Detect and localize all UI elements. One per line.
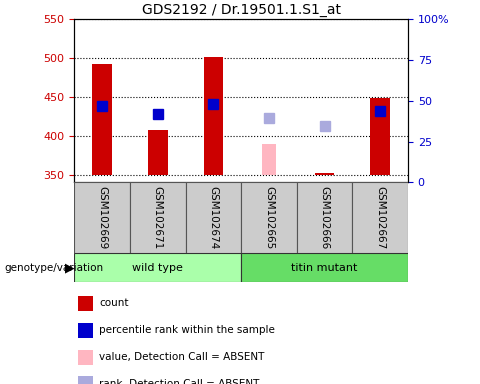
- Bar: [78, 376, 93, 384]
- Text: GSM102665: GSM102665: [264, 186, 274, 250]
- Bar: [78, 296, 93, 311]
- Bar: [78, 323, 93, 338]
- Bar: [371, 98, 390, 175]
- Title: GDS2192 / Dr.19501.1.S1_at: GDS2192 / Dr.19501.1.S1_at: [142, 3, 341, 17]
- Bar: [241, 253, 408, 282]
- Text: GSM102674: GSM102674: [208, 186, 218, 250]
- Text: value, Detection Call = ABSENT: value, Detection Call = ABSENT: [99, 352, 265, 362]
- Text: GSM102669: GSM102669: [97, 186, 107, 250]
- Text: ▶: ▶: [65, 262, 74, 274]
- Bar: [130, 182, 186, 253]
- Bar: [74, 182, 130, 253]
- Bar: [74, 253, 241, 282]
- Bar: [186, 182, 241, 253]
- Text: rank, Detection Call = ABSENT: rank, Detection Call = ABSENT: [99, 379, 260, 384]
- Text: count: count: [99, 298, 129, 308]
- Text: GSM102667: GSM102667: [375, 186, 385, 250]
- Bar: [78, 349, 93, 365]
- Text: GSM102671: GSM102671: [153, 186, 163, 250]
- Bar: [241, 182, 297, 253]
- Bar: [262, 144, 276, 175]
- Bar: [352, 182, 408, 253]
- Text: genotype/variation: genotype/variation: [5, 263, 104, 273]
- Text: titin mutant: titin mutant: [291, 263, 358, 273]
- Bar: [148, 130, 168, 175]
- Text: wild type: wild type: [132, 263, 183, 273]
- Bar: [297, 182, 352, 253]
- Bar: [93, 64, 112, 175]
- Bar: [315, 173, 335, 175]
- Bar: [204, 57, 223, 175]
- Text: GSM102666: GSM102666: [320, 186, 330, 250]
- Text: percentile rank within the sample: percentile rank within the sample: [99, 325, 276, 335]
